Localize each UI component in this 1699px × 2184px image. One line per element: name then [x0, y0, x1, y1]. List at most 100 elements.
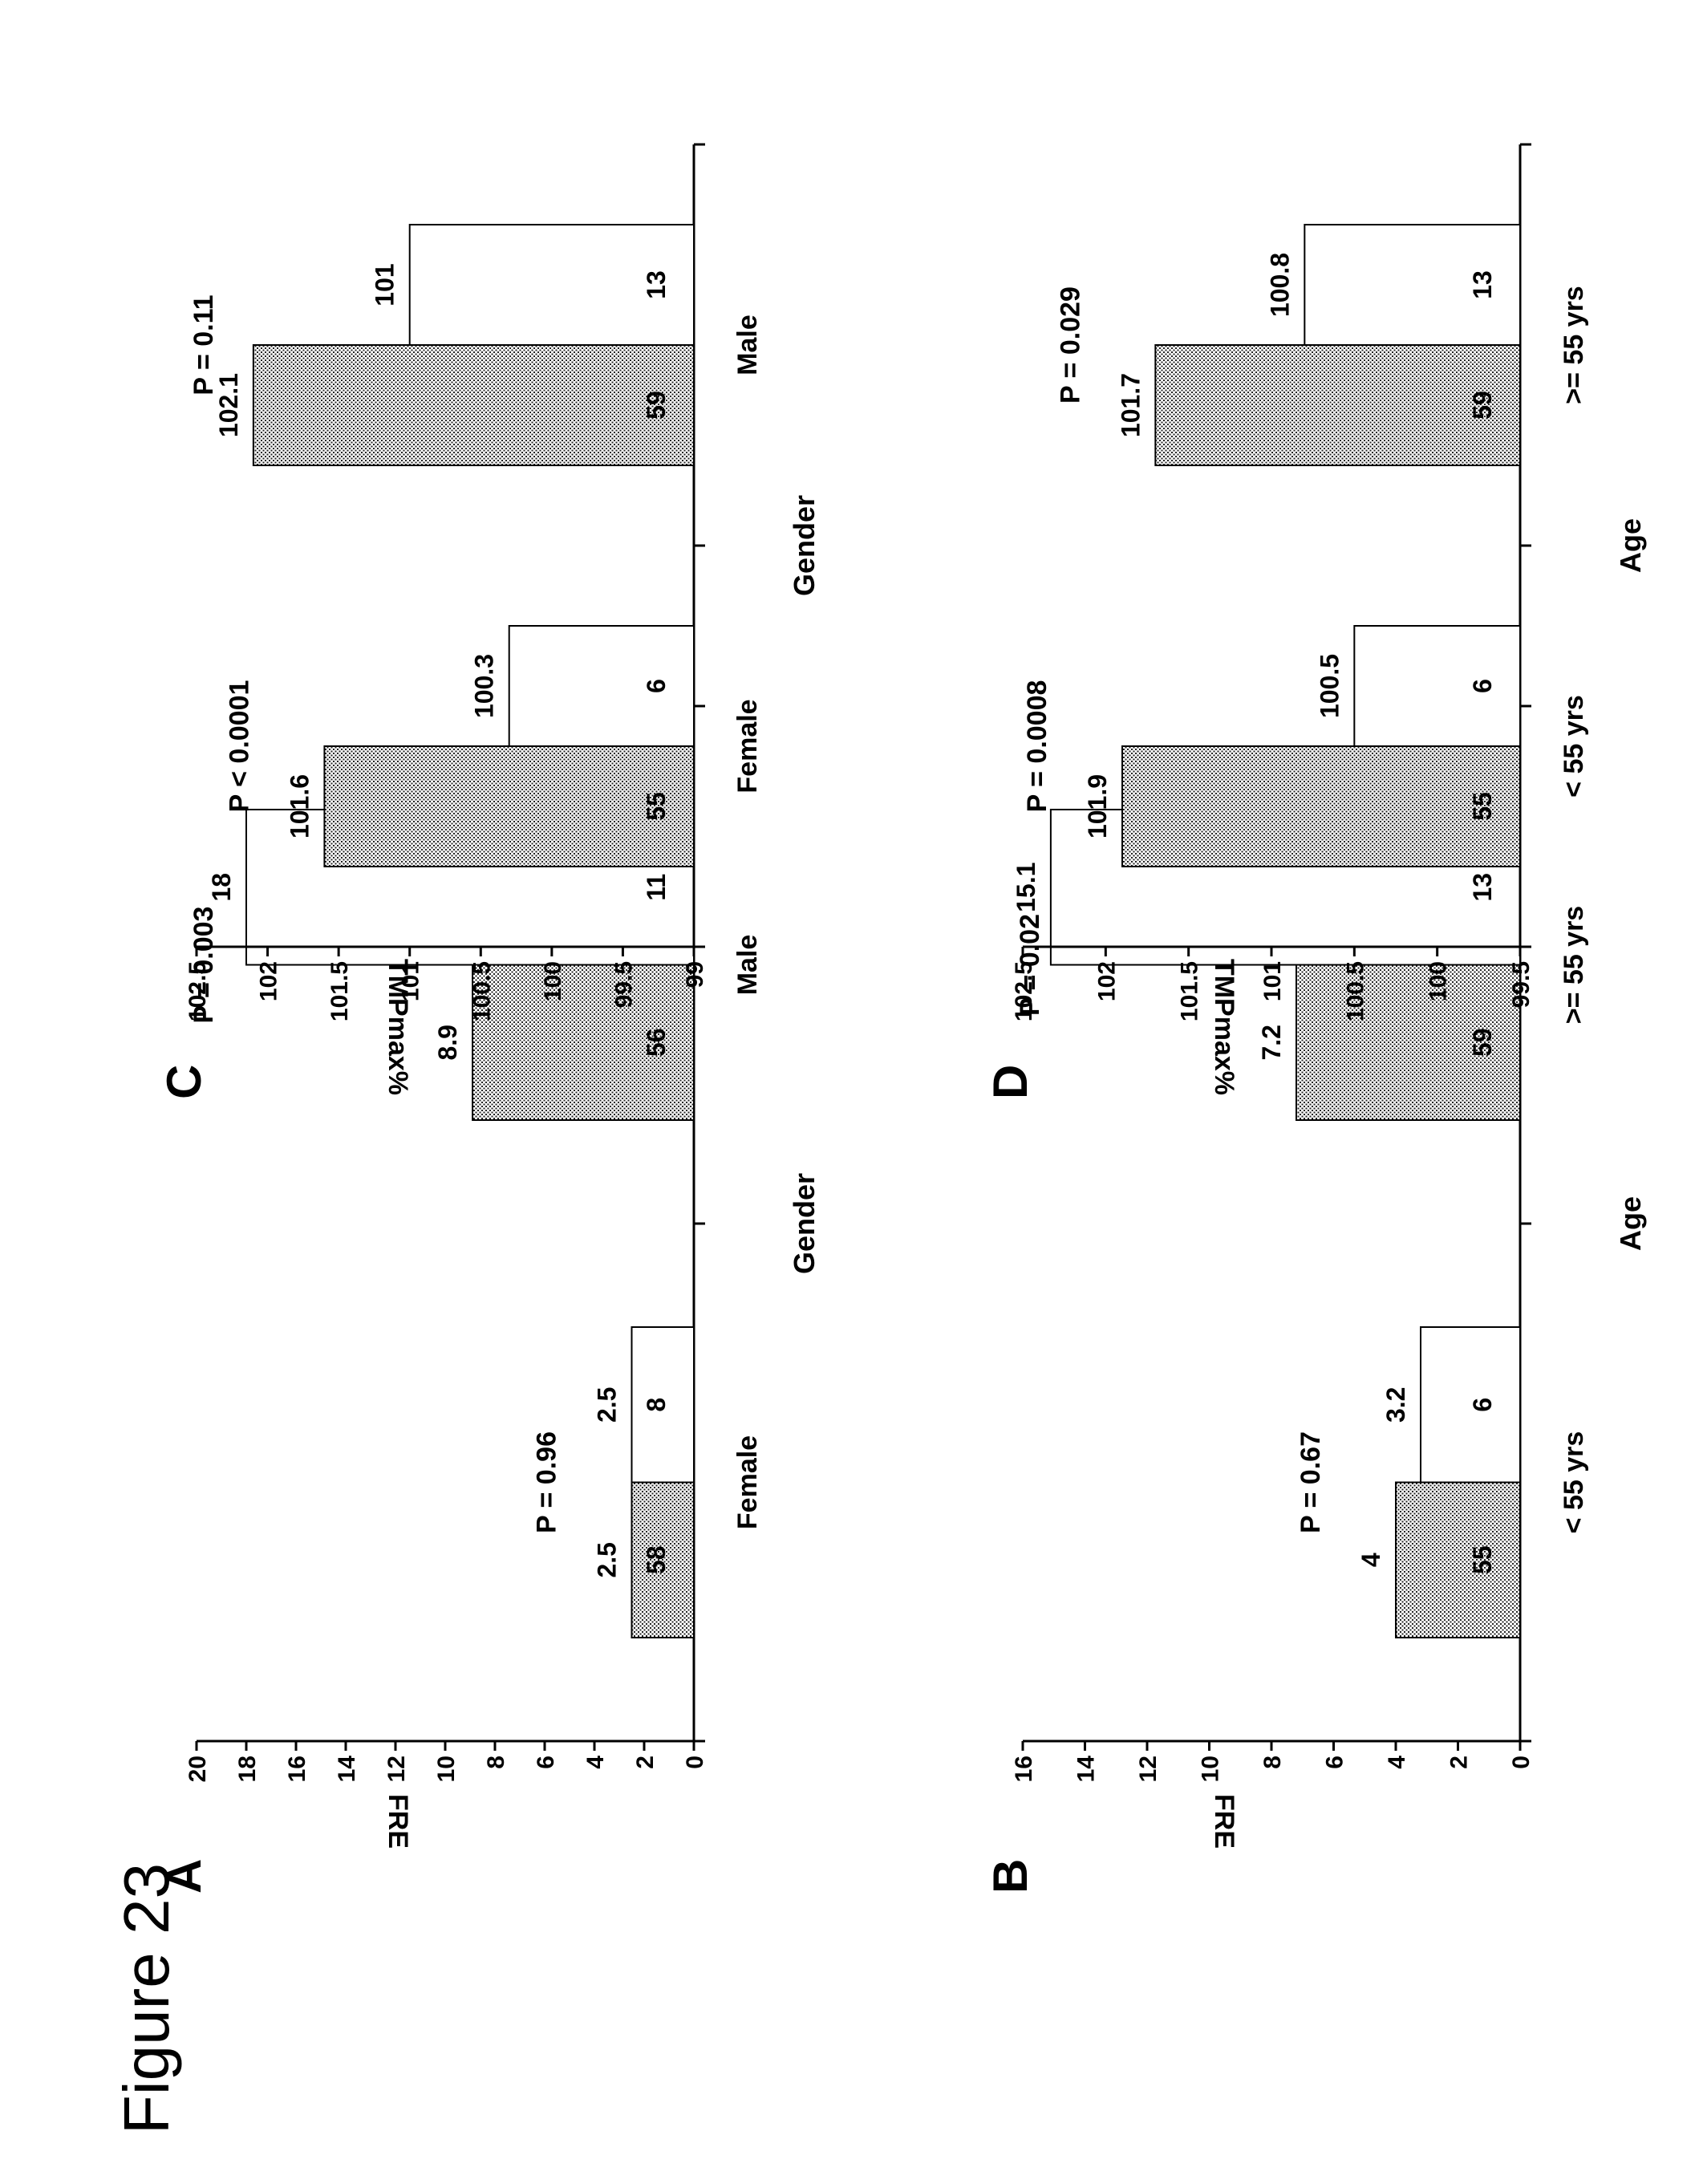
bar-value-label: 101.7: [1116, 373, 1145, 437]
bar-n-label: 6: [1468, 1398, 1497, 1412]
p-value-label: P = 0.029: [1055, 286, 1085, 404]
y-tick-label: 2: [632, 1756, 659, 1769]
bar-value-label: 100.8: [1265, 253, 1294, 317]
category-label: < 55 yrs: [1559, 1431, 1589, 1534]
y-tick-label: 99: [682, 961, 708, 988]
bar-value-label: 7.2: [1257, 1025, 1286, 1060]
y-tick-label: 4: [582, 1756, 609, 1769]
bar-value-label: 15.1: [1012, 863, 1040, 912]
category-label: Female: [732, 1435, 763, 1529]
bar-value-label: 3.2: [1381, 1387, 1410, 1423]
bar-value-label: 4: [1356, 1553, 1385, 1567]
y-tick-label: 100: [1425, 961, 1452, 1001]
y-tick-label: 102.5: [184, 961, 211, 1021]
y-tick-label: 12: [383, 1756, 410, 1782]
bar-filled: [1122, 746, 1520, 867]
figure-title: Figure 23: [111, 1863, 182, 2134]
chart-panel-b: B FRE 0 2 4 6 8 10 12 14 16 4 55 3.2 6 P = 0.67 < 55 yrs…: [983, 706, 1647, 1894]
y-axis-label: FRE: [1209, 1794, 1239, 1849]
y-tick-label: 100.5: [1342, 961, 1369, 1021]
y-tick-label: 99.5: [610, 961, 637, 1008]
x-axis-label: Age: [1614, 518, 1647, 573]
bar-filled: [324, 746, 694, 867]
y-axis-label: TMPmax%: [1209, 959, 1239, 1095]
y-tick-label: 20: [184, 1756, 211, 1782]
panel-letter: C: [157, 1065, 211, 1099]
bar-n-label: 8: [642, 1398, 671, 1412]
p-value-label: P = 0.67: [1296, 1431, 1326, 1533]
y-tick-label: 102: [1093, 961, 1120, 1001]
panel-letter: B: [983, 1859, 1037, 1894]
y-tick-label: 101: [1259, 961, 1286, 1001]
y-tick-label: 101: [398, 961, 424, 1001]
bar-filled: [253, 345, 694, 465]
y-tick-label: 14: [1073, 1756, 1100, 1783]
bar-filled: [1396, 1483, 1520, 1638]
y-tick-label: 10: [433, 1756, 460, 1782]
bar-n-label: 55: [1468, 1545, 1497, 1574]
bar-value-label: 100.3: [470, 654, 499, 718]
category-label: Male: [732, 315, 763, 376]
panel-letter: D: [983, 1065, 1037, 1099]
y-tick-label: 10: [1198, 1756, 1224, 1782]
y-tick-label: 101.5: [1177, 961, 1203, 1021]
y-tick-label: 8: [483, 1756, 509, 1769]
y-tick-label: 0: [1508, 1756, 1535, 1769]
p-value-label: P = 0.0008: [1022, 680, 1052, 813]
bar-n-label: 55: [642, 792, 671, 821]
bar-n-label: 6: [1468, 679, 1497, 693]
p-value-label: P = 0.96: [532, 1431, 562, 1533]
category-label: Male: [732, 935, 763, 996]
x-axis-label: Gender: [788, 495, 821, 596]
p-value-label: P < 0.0001: [224, 680, 254, 813]
bar-filled: [1155, 345, 1520, 465]
y-tick-label: 100.5: [468, 961, 495, 1021]
y-tick-label: 18: [234, 1756, 261, 1782]
bar-n-label: 13: [1468, 873, 1497, 902]
bar-value-label: 2.5: [593, 1387, 622, 1423]
bar-n-label: 59: [642, 391, 671, 420]
bar-n-label: 11: [642, 874, 671, 901]
bar-value-label: 8.9: [433, 1025, 462, 1060]
bar-value-label: 101: [371, 263, 399, 306]
category-label: >= 55 yrs: [1559, 286, 1589, 404]
category-label: >= 55 yrs: [1559, 906, 1589, 1024]
y-tick-label: 100: [540, 961, 566, 1001]
bar-n-label: 59: [1468, 1028, 1497, 1057]
y-tick-label: 6: [533, 1756, 559, 1769]
y-tick-label: 101.5: [326, 961, 353, 1021]
bar-n-label: 58: [642, 1545, 671, 1574]
y-tick-label: 8: [1259, 1756, 1286, 1769]
bar-value-label: 2.5: [593, 1542, 622, 1577]
y-axis-label: FRE: [383, 1794, 413, 1849]
bar-n-label: 56: [642, 1028, 671, 1057]
bar-value-label: 101.9: [1083, 774, 1112, 838]
category-label: Female: [732, 699, 763, 793]
bar-value-label: 18: [207, 873, 236, 902]
x-axis-label: Age: [1614, 1196, 1647, 1251]
x-axis-label: Gender: [788, 1173, 821, 1274]
bar-n-label: 13: [1468, 270, 1497, 299]
category-label: < 55 yrs: [1559, 695, 1589, 798]
bar-value-label: 101.6: [285, 774, 314, 838]
y-tick-label: 102.5: [1011, 961, 1037, 1021]
p-value-label: P = 0.11: [189, 294, 219, 395]
y-tick-label: 2: [1446, 1756, 1473, 1769]
y-tick-label: 16: [284, 1756, 310, 1782]
bar-n-label: 55: [1468, 792, 1497, 821]
y-tick-label: 12: [1135, 1756, 1162, 1782]
bar-n-label: 6: [642, 679, 671, 693]
bar-n-label: 13: [642, 270, 671, 299]
y-tick-label: 14: [334, 1756, 360, 1783]
chart-panel-a: A FRE 0 2 4 6 8 10 12 14 16 18 20 2.5 58 2.5 8 P = 0.96 Fe…: [157, 706, 821, 1894]
y-tick-label: 102: [256, 961, 282, 1001]
y-tick-label: 4: [1384, 1756, 1410, 1769]
y-tick-label: 0: [682, 1756, 708, 1769]
panel-letter: A: [157, 1859, 211, 1894]
y-tick-label: 6: [1322, 1756, 1348, 1769]
bar-value-label: 100.5: [1315, 654, 1344, 718]
y-tick-label: 99.5: [1508, 961, 1535, 1008]
bar-n-label: 59: [1468, 391, 1497, 420]
y-tick-label: 16: [1011, 1756, 1037, 1782]
